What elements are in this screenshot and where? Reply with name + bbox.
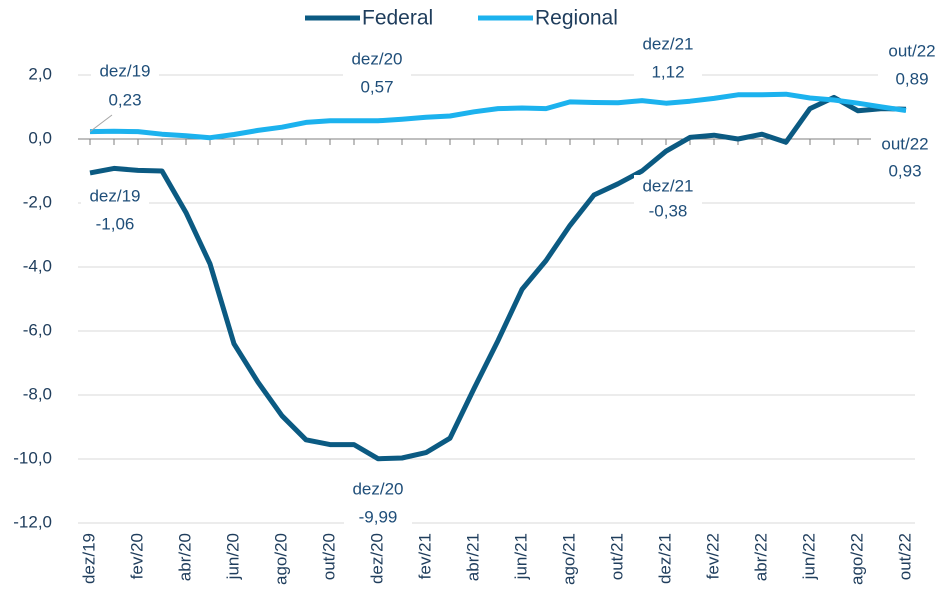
y-tick-label: -10,0 — [13, 448, 52, 467]
data-label: 0,93 — [888, 161, 921, 180]
x-tick-label: jun/22 — [799, 533, 818, 580]
label-bg — [878, 40, 941, 92]
legend-label: Federal — [362, 7, 433, 30]
label-bg — [343, 48, 411, 100]
x-tick-label: dez/20 — [367, 533, 386, 584]
x-tick-label: ago/20 — [271, 533, 290, 585]
data-label-category: dez/19 — [89, 186, 140, 205]
data-label-category: dez/20 — [351, 49, 402, 68]
data-label: 1,12 — [651, 62, 684, 81]
x-tick-label: fev/21 — [415, 533, 434, 579]
label-bg — [634, 33, 702, 85]
label-bg — [344, 478, 412, 530]
y-tick-label: -6,0 — [23, 320, 52, 339]
x-tick-label: out/22 — [895, 533, 914, 580]
data-label-category: dez/21 — [642, 176, 693, 195]
label-bg — [81, 185, 149, 237]
y-tick-label: -12,0 — [13, 512, 52, 531]
data-label: 0,57 — [360, 77, 393, 96]
x-tick-label: ago/22 — [847, 533, 866, 585]
x-tick-label: abr/22 — [751, 533, 770, 581]
line-series — [89, 94, 907, 462]
x-tick-label: out/20 — [319, 533, 338, 580]
x-tick-label: fev/20 — [127, 533, 146, 579]
leader-line — [89, 114, 113, 133]
data-label: 0,89 — [895, 69, 928, 88]
x-tick-label: fev/22 — [703, 533, 722, 579]
data-label-category: dez/21 — [642, 34, 693, 53]
legend-label: Regional — [535, 7, 618, 30]
y-tick-label: -8,0 — [23, 384, 52, 403]
data-label-category: dez/20 — [352, 479, 403, 498]
x-tick-label: dez/19 — [79, 533, 98, 584]
y-tick-label: 2,0 — [28, 64, 52, 83]
x-tick-label: out/21 — [607, 533, 626, 580]
label-bg — [871, 133, 939, 184]
x-tick-label: jun/21 — [511, 533, 530, 580]
data-label-category: out/22 — [888, 41, 935, 60]
x-tick-label: ago/21 — [559, 533, 578, 585]
x-tick-label: abr/21 — [463, 533, 482, 581]
label-bg — [91, 60, 159, 113]
x-tick-label: jun/20 — [223, 533, 242, 580]
data-label-category: out/22 — [881, 134, 928, 153]
data-label: -0,38 — [649, 201, 688, 220]
data-label: 0,23 — [108, 90, 141, 109]
y-tick-label: -2,0 — [23, 192, 52, 211]
x-tick-label: abr/20 — [175, 533, 194, 581]
data-label-category: dez/19 — [99, 61, 150, 80]
x-tick-label: dez/21 — [655, 533, 674, 584]
y-tick-label: -4,0 — [23, 256, 52, 275]
data-label: -9,99 — [359, 507, 398, 526]
data-label: -1,06 — [96, 214, 135, 233]
y-tick-label: 0,0 — [28, 128, 52, 147]
line-series — [89, 91, 907, 141]
label-bg — [634, 175, 702, 224]
